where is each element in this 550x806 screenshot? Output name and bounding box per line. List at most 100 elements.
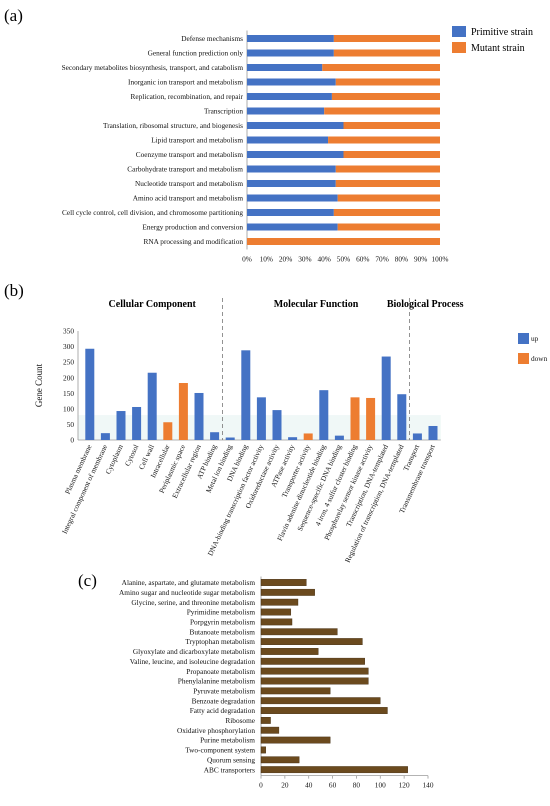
a-bar-primitive bbox=[247, 223, 338, 231]
panel-c-chart: (c) Alanine, aspartate, and glutamate me… bbox=[78, 571, 434, 790]
a-bar-mutant bbox=[337, 194, 440, 202]
a-bar-mutant bbox=[322, 64, 440, 71]
b-bar bbox=[366, 397, 376, 440]
c-category-label: Pyrimidine metabolism bbox=[187, 608, 256, 617]
a-bar-mutant bbox=[247, 238, 440, 245]
b-section-title: Molecular Function bbox=[274, 299, 359, 310]
c-x-tick-label: 140 bbox=[423, 781, 434, 790]
a-bar-primitive bbox=[247, 209, 334, 216]
a-x-tick-label: 30% bbox=[298, 255, 311, 264]
a-legend-swatch bbox=[452, 42, 466, 53]
c-x-tick-label: 0 bbox=[259, 781, 263, 790]
c-category-label: Two-component system bbox=[185, 746, 255, 755]
a-bar-primitive bbox=[247, 49, 334, 57]
a-x-tick-label: 50% bbox=[337, 255, 350, 264]
a-category-label: Carbohydrate transport and metabolism bbox=[127, 165, 243, 174]
c-category-label: Porpgyrin metabolism bbox=[190, 618, 255, 627]
b-bar bbox=[350, 397, 360, 440]
b-bar bbox=[334, 435, 344, 440]
c-bar bbox=[260, 677, 369, 685]
a-bar-primitive bbox=[247, 165, 336, 173]
c-category-label: Benzoate degradation bbox=[192, 696, 256, 705]
b-bar bbox=[132, 406, 142, 440]
b-y-tick-label: 150 bbox=[63, 389, 74, 398]
c-category-label: Fatty acid degradation bbox=[190, 706, 256, 715]
a-bar-primitive bbox=[247, 151, 344, 158]
a-category-label: General function prediction only bbox=[148, 49, 244, 58]
a-category-label: Transcription bbox=[204, 107, 243, 116]
b-bar bbox=[147, 372, 157, 440]
c-bar bbox=[260, 657, 365, 665]
c-category-label: Propanoate metabolism bbox=[186, 667, 255, 676]
b-legend-swatch bbox=[518, 353, 529, 364]
a-x-tick-label: 70% bbox=[375, 255, 388, 264]
c-bar bbox=[260, 697, 381, 705]
c-bar bbox=[260, 608, 292, 616]
a-bar-mutant bbox=[335, 165, 440, 173]
a-x-tick-label: 10% bbox=[260, 255, 273, 264]
a-category-label: Translation, ribosomal structure, and bi… bbox=[103, 121, 243, 130]
b-y-tick-label: 300 bbox=[63, 342, 74, 351]
b-bar bbox=[210, 432, 220, 440]
b-bar bbox=[381, 356, 391, 440]
b-bar bbox=[241, 350, 251, 440]
c-category-label: Amino sugar and nucleotide sugar metabol… bbox=[119, 588, 255, 597]
a-category-label: Amino acid transport and metabolism bbox=[133, 194, 244, 203]
c-category-label: Valine, leucine, and isoleucine degradat… bbox=[130, 657, 256, 666]
a-x-tick-label: 90% bbox=[414, 255, 427, 264]
c-bar bbox=[260, 598, 299, 606]
a-category-label: Cell cycle control, cell division, and c… bbox=[62, 208, 243, 217]
a-bar-primitive bbox=[247, 194, 338, 202]
c-category-label: Phenylalanine metabolism bbox=[178, 677, 256, 686]
c-bar bbox=[260, 707, 388, 714]
c-bar bbox=[260, 648, 319, 655]
c-bar bbox=[260, 736, 331, 744]
a-x-tick-label: 100% bbox=[431, 255, 448, 264]
b-bar bbox=[225, 437, 235, 440]
a-x-tick-label: 20% bbox=[279, 255, 292, 264]
c-category-label: Glyoxylate and dicarboxylate metabolism bbox=[133, 647, 256, 656]
a-bar-mutant bbox=[335, 78, 440, 86]
b-section-title: Biological Process bbox=[387, 299, 464, 310]
c-category-label: Pyruvate metabolism bbox=[193, 686, 255, 695]
c-category-label: ABC transporters bbox=[204, 765, 255, 774]
a-x-tick-label: 40% bbox=[318, 255, 331, 264]
panel-a-chart: (a) Defense mechanisms General function p… bbox=[4, 6, 533, 264]
a-bar-mutant bbox=[337, 223, 440, 231]
b-legend-swatch bbox=[518, 333, 529, 344]
a-category-label: Coenzyme transport and metabolism bbox=[136, 150, 244, 159]
b-bar bbox=[194, 392, 204, 440]
b-y-tick-label: 0 bbox=[70, 436, 74, 445]
b-y-tick-label: 200 bbox=[63, 373, 74, 382]
b-legend-label: down bbox=[531, 354, 548, 363]
b-bar bbox=[397, 394, 407, 440]
c-bar bbox=[260, 766, 408, 774]
c-x-tick-label: 60 bbox=[329, 781, 337, 790]
a-bar-mutant bbox=[333, 35, 440, 42]
a-category-label: Energy production and conversion bbox=[142, 223, 243, 232]
b-bar bbox=[428, 425, 438, 440]
c-bar bbox=[260, 638, 363, 646]
a-category-label: Replication, recombination, and repair bbox=[131, 92, 244, 101]
c-category-label: Purine metabolism bbox=[200, 736, 255, 745]
b-bar bbox=[303, 433, 313, 440]
a-bar-mutant bbox=[333, 209, 440, 216]
c-category-label: Alanine, aspartate, and glutamate metabo… bbox=[122, 578, 256, 587]
b-bar bbox=[288, 437, 298, 440]
c-bar bbox=[260, 726, 280, 734]
b-bar bbox=[178, 383, 188, 440]
c-bar bbox=[260, 588, 315, 596]
a-bar-primitive bbox=[247, 136, 329, 144]
c-category-label: Quorum sensing bbox=[207, 755, 255, 764]
c-x-tick-label: 20 bbox=[281, 781, 289, 790]
a-category-label: Inorganic ion transport and metabolism bbox=[128, 78, 243, 87]
b-bar bbox=[163, 422, 173, 440]
a-category-label: Secondary metabolites biosynthesis, tran… bbox=[62, 63, 244, 72]
c-bar bbox=[260, 579, 307, 586]
a-bar-primitive bbox=[247, 64, 323, 71]
a-bar-mutant bbox=[333, 49, 440, 57]
c-x-tick-label: 120 bbox=[399, 781, 410, 790]
b-bar bbox=[412, 433, 422, 440]
